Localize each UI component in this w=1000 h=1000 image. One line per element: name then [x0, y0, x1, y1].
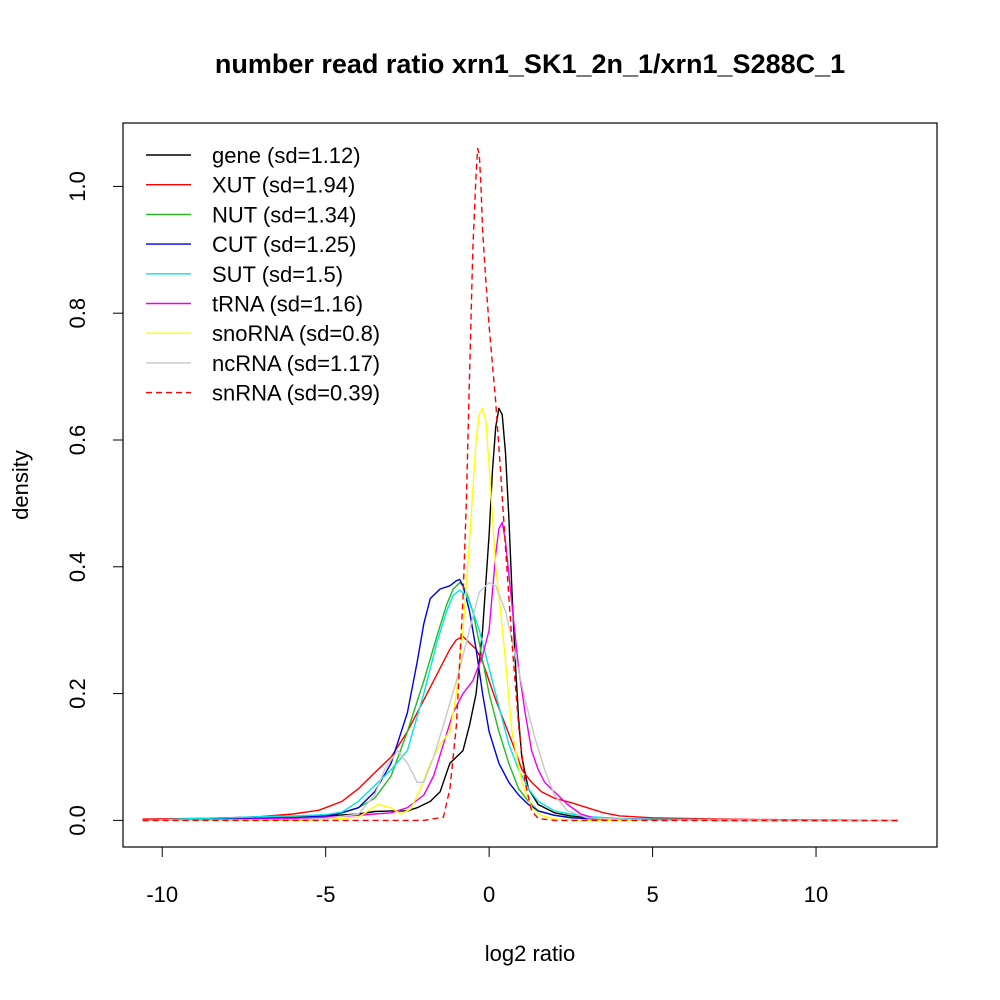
- legend-label-0: gene (sd=1.12): [212, 143, 361, 168]
- series-line-7: [142, 581, 898, 822]
- x-axis: -10 -5 0 5 10: [146, 846, 828, 907]
- legend-label-5: tRNA (sd=1.16): [212, 292, 363, 317]
- series-line-0: [142, 407, 898, 822]
- y-axis-label: density: [8, 450, 33, 520]
- x-axis-label: log2 ratio: [485, 941, 576, 966]
- legend-label-8: snRNA (sd=0.39): [212, 381, 380, 406]
- y-tick-label: 1.0: [65, 171, 90, 202]
- series-line-5: [142, 521, 898, 822]
- series-line-6: [142, 407, 898, 822]
- series-line-3: [142, 578, 898, 822]
- series-line-2: [142, 581, 898, 822]
- y-tick-label: 0.0: [65, 805, 90, 836]
- x-tick-label: 10: [804, 882, 828, 907]
- legend-label-2: NUT (sd=1.34): [212, 202, 356, 227]
- series-line-1: [142, 635, 898, 822]
- density-curves: [142, 147, 898, 822]
- y-axis: 0.0 0.2 0.4 0.6 0.8 1.0: [65, 171, 124, 836]
- y-tick-label: 0.6: [65, 425, 90, 456]
- chart-title: number read ratio xrn1_SK1_2n_1/xrn1_S28…: [215, 49, 845, 79]
- x-tick-label: -10: [146, 882, 178, 907]
- x-tick-label: 0: [483, 882, 495, 907]
- x-tick-label: -5: [316, 882, 336, 907]
- series-line-4: [142, 589, 898, 822]
- series-line-8: [142, 147, 898, 822]
- y-tick-label: 0.4: [65, 552, 90, 583]
- legend-label-1: XUT (sd=1.94): [212, 173, 355, 198]
- legend-label-6: snoRNA (sd=0.8): [212, 321, 380, 346]
- y-tick-label: 0.8: [65, 298, 90, 329]
- legend: gene (sd=1.12) XUT (sd=1.94) NUT (sd=1.34)…: [146, 143, 380, 406]
- x-tick-label: 5: [646, 882, 658, 907]
- legend-label-7: ncRNA (sd=1.17): [212, 351, 380, 376]
- legend-label-4: SUT (sd=1.5): [212, 262, 343, 287]
- y-tick-label: 0.2: [65, 678, 90, 709]
- legend-label-3: CUT (sd=1.25): [212, 232, 356, 257]
